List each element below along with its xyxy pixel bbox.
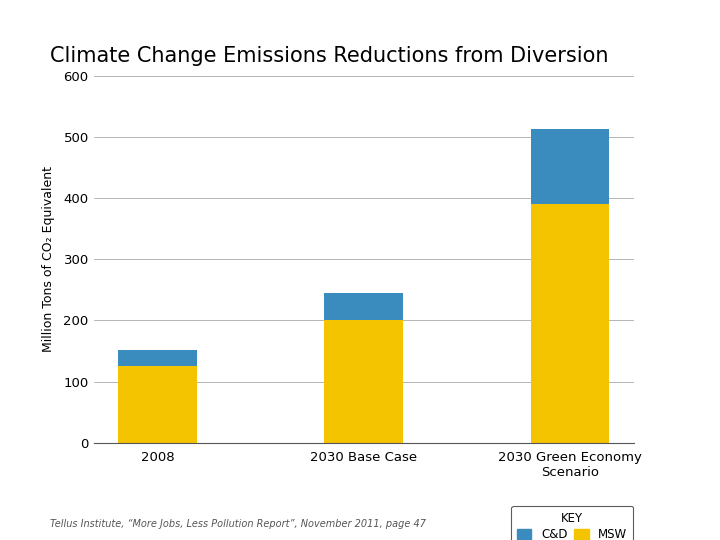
Legend: C&D, MSW: C&D, MSW bbox=[511, 505, 633, 540]
Bar bbox=[325, 320, 402, 443]
Text: Tellus Institute, “More Jobs, Less Pollution Report”, November 2011, page 47: Tellus Institute, “More Jobs, Less Pollu… bbox=[50, 519, 426, 529]
Text: Climate Change Emissions Reductions from Diversion: Climate Change Emissions Reductions from… bbox=[50, 46, 609, 66]
Bar bbox=[531, 204, 609, 443]
Bar bbox=[118, 366, 197, 443]
Y-axis label: Million Tons of CO₂ Equivalent: Million Tons of CO₂ Equivalent bbox=[42, 166, 55, 352]
Bar bbox=[325, 293, 402, 320]
Bar bbox=[531, 130, 609, 204]
Bar bbox=[118, 350, 197, 366]
